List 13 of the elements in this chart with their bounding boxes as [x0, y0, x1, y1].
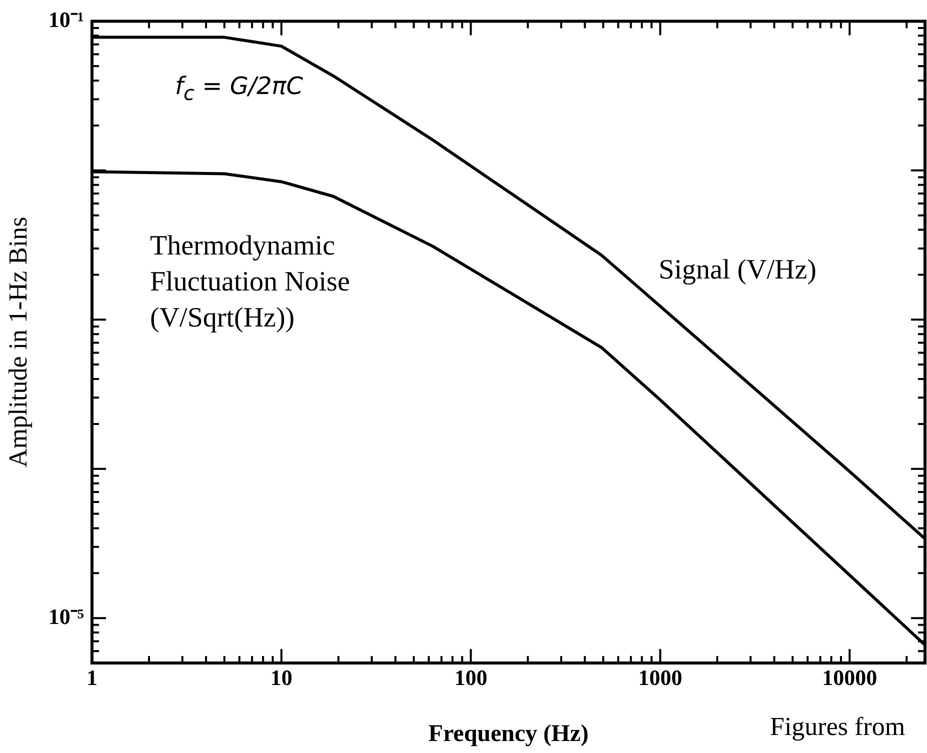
annotation: f$_{c}$ = G/2πC [175, 72, 303, 105]
x-tick-label: 1 [86, 664, 98, 690]
x-axis-title: Frequency (Hz) [428, 720, 589, 747]
x-tick-label: 10000 [822, 664, 878, 690]
text: Figures from [770, 712, 906, 742]
x-tick-label: 100 [454, 664, 488, 690]
y-tick-label: 10⁻¹ [48, 6, 84, 32]
y-axis-title: Amplitude in 1-Hz Bins [3, 216, 32, 468]
y-tick-label: 10⁻⁵ [48, 604, 84, 629]
series-label: Thermodynamic Fluctuation Noise (V/Sqrt(Hz)) [150, 230, 350, 334]
x-tick-label: 10 [270, 664, 292, 690]
x-tick-label: 1000 [638, 664, 682, 690]
series-label: Signal (V/Hz) [658, 254, 817, 286]
